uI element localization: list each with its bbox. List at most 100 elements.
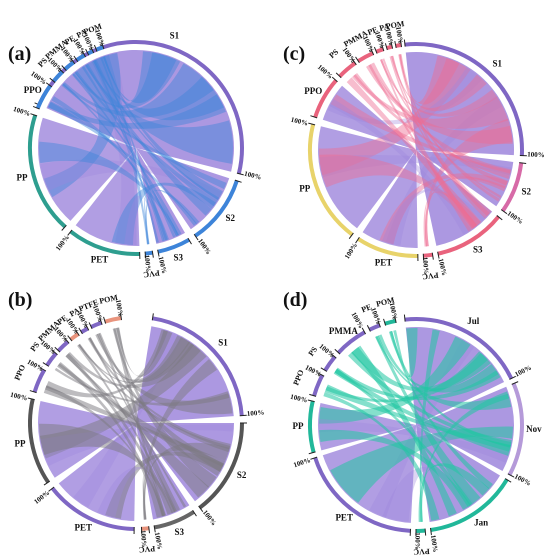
track-pe: [376, 50, 386, 58]
tick-mark: [317, 372, 325, 377]
percent-label-s2: 100%: [196, 237, 213, 256]
ribbon-pmma-s2: [74, 70, 218, 207]
track-pp: [311, 124, 356, 234]
tick-mark: [403, 314, 406, 322]
track-s2: [497, 162, 521, 211]
segment-label-nov: Nov: [526, 424, 542, 434]
ribbon-pom-s1: [398, 54, 460, 105]
tick-mark: [151, 250, 154, 258]
type-sector-ppo: [322, 85, 416, 150]
group-sector-s2: [136, 148, 230, 230]
segment-label-ps: PS: [28, 340, 41, 353]
track-pmma: [59, 342, 72, 355]
tick-mark: [400, 40, 403, 48]
ribbon-pvc-s3: [423, 191, 481, 247]
track-pp: [31, 115, 70, 227]
type-sector-pet: [75, 148, 140, 246]
track-pom: [96, 48, 106, 56]
track-s1: [151, 319, 241, 417]
ribbon-pe-s1: [85, 64, 234, 164]
ribbon-ptfe-s3: [96, 333, 181, 513]
percent-label-pet: 100%: [54, 234, 71, 253]
ribbon-pe-s3: [77, 344, 177, 513]
ribbon-pom-jul: [393, 327, 418, 378]
ribbon-pa-s3: [88, 337, 187, 508]
segment-label-ppo: PPO: [291, 368, 305, 386]
ribbon-ppo-s3: [329, 98, 472, 235]
ribbon-ptfe-s1: [95, 333, 233, 415]
track-pom: [105, 319, 123, 328]
ribbon-ps-s1: [351, 74, 509, 129]
tick-mark: [30, 113, 38, 117]
percent-label-pvc: 100%: [413, 532, 421, 550]
tick-mark: [308, 451, 316, 455]
segment-label-pvc: PVC: [421, 270, 439, 281]
group-sector-s1: [46, 49, 235, 172]
track-pvc: [141, 522, 149, 528]
percent-label-pom: 100%: [388, 302, 399, 321]
ribbon-pet-s3: [97, 466, 179, 518]
percent-label-pvc: 100%: [421, 257, 430, 275]
track-ps: [54, 72, 67, 86]
tick-mark: [383, 318, 387, 326]
ribbon-pa-s1: [88, 335, 194, 383]
chord-panel-a: (a) S1100%S2100%S3100%PVC100%PET100%PP10…: [8, 21, 262, 279]
ribbon-ps-s2: [61, 84, 227, 190]
ribbon-pom-s3: [100, 57, 168, 241]
ribbon-pp-nov: [318, 419, 509, 463]
segment-label-pom: POM: [98, 293, 119, 306]
percent-label-s3: 100%: [153, 532, 164, 551]
segment-label-pet: PET: [335, 513, 353, 523]
segment-arc-pet: [357, 237, 418, 258]
track-pom: [395, 46, 403, 52]
ribbon-pmma-nov: [348, 351, 512, 448]
tick-mark: [45, 82, 53, 88]
tick-mark: [500, 209, 508, 215]
percent-label-s1: 100%: [527, 150, 545, 159]
segment-label-s2: S2: [521, 186, 531, 196]
percent-label-s3: 100%: [437, 258, 449, 277]
ribbon-pet-s1: [86, 53, 137, 246]
percent-label-ppo: 100%: [26, 358, 45, 374]
percent-label-s3: 100%: [157, 256, 169, 275]
tick-mark: [509, 375, 516, 380]
percent-label-pvc: 100%: [143, 254, 153, 272]
ribbon-pp-s2: [40, 159, 223, 200]
track-pe: [71, 334, 82, 345]
tick-mark: [307, 399, 315, 403]
tick-mark: [424, 528, 427, 536]
tick-mark: [373, 46, 378, 54]
segment-arc-s2: [194, 180, 239, 238]
segment-arc-pp: [28, 114, 67, 229]
tick-mark: [73, 55, 79, 63]
tick-mark: [103, 316, 107, 324]
ribbon-pet-s2: [111, 182, 217, 245]
ribbon-pom-s2: [112, 328, 217, 488]
ribbon-pmma-s1: [67, 341, 201, 388]
ribbon-pa-s1: [390, 55, 487, 112]
segment-arc-s3: [154, 510, 195, 530]
segment-label-ps: PS: [327, 47, 340, 60]
tick-mark: [49, 77, 56, 83]
segment-arc-pom: [95, 45, 104, 52]
ribbon-pvc-s2: [424, 176, 506, 247]
percent-label-ppo: 100%: [29, 70, 48, 87]
segment-label-pet: PET: [375, 257, 393, 267]
percent-label-pa: 100%: [383, 28, 395, 47]
ribbon-pp-s3: [39, 141, 179, 237]
track-ps: [47, 354, 61, 369]
ribbon-pmma-s3: [368, 64, 478, 229]
ribbon-pp-s1: [318, 57, 471, 176]
panel-letter-a: (a): [8, 43, 31, 65]
percent-label-pp: 100%: [9, 391, 28, 403]
type-sector-pet: [362, 150, 418, 249]
tick-mark: [234, 179, 242, 183]
chord-panel-d: (d) Jul100%Nov100%Jan100%PVC100%PET100%P…: [283, 289, 542, 555]
ribbon-pet-s1: [385, 95, 503, 246]
ribbon-pe-s3: [81, 66, 176, 238]
segment-label-jan: Jan: [474, 517, 488, 527]
ribbon-pa-s3: [93, 60, 159, 243]
chord-panel-b: (b) S1100%S2100%S3100%PVC100%PET100%PP10…: [8, 289, 265, 554]
segment-arc-pa: [386, 44, 393, 51]
segment-label-s3: S3: [174, 252, 184, 262]
